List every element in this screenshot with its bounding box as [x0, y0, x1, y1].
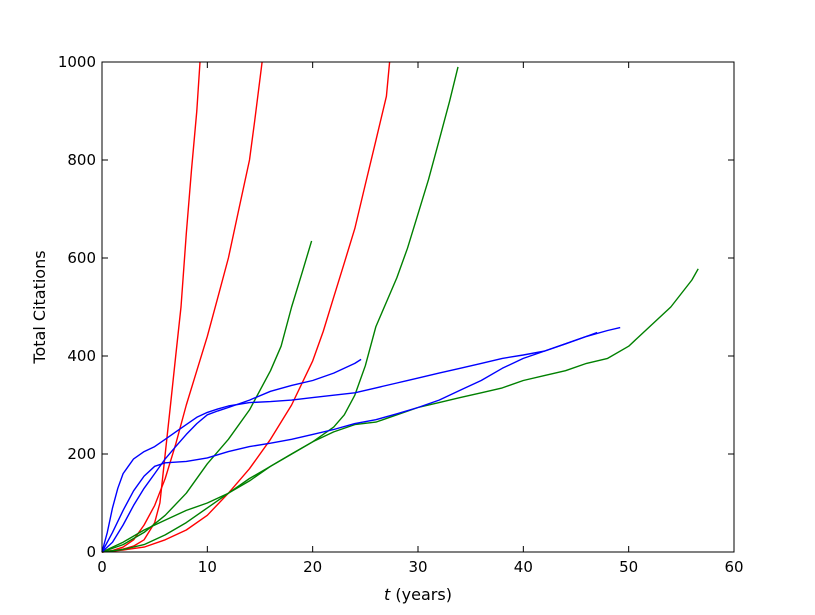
y-axis-label: Total Citations [30, 250, 49, 364]
x-axis-label-unit: (years) [390, 585, 452, 604]
y-tick-label: 200 [67, 445, 96, 463]
x-tick-label: 20 [303, 558, 322, 576]
y-tick-label: 800 [67, 151, 96, 169]
y-tick-label: 1000 [58, 53, 96, 71]
y-tick-label: 400 [67, 347, 96, 365]
y-tick-label: 600 [67, 249, 96, 267]
series-line-green-5 [101, 66, 459, 553]
series-line-blue-9 [101, 358, 362, 553]
series-line-red-3 [101, 61, 391, 553]
x-tick-label: 30 [408, 558, 427, 576]
x-tick-label: 10 [198, 558, 217, 576]
series-line-green-6 [101, 268, 699, 553]
x-tick-label: 50 [619, 558, 638, 576]
series-line-blue-8 [101, 326, 621, 553]
x-tick-label: 40 [514, 558, 533, 576]
x-tick-label: 60 [724, 558, 743, 576]
x-tick-label: 0 [97, 558, 107, 576]
series-line-green-4 [101, 240, 313, 553]
series-line-red-2 [101, 61, 263, 553]
series-line-blue-7 [101, 331, 598, 553]
y-tick-label: 0 [86, 543, 96, 561]
series-layer [101, 61, 699, 553]
x-axis-label: t (years) [384, 585, 452, 604]
x-axis-label-variable: t [384, 585, 391, 604]
